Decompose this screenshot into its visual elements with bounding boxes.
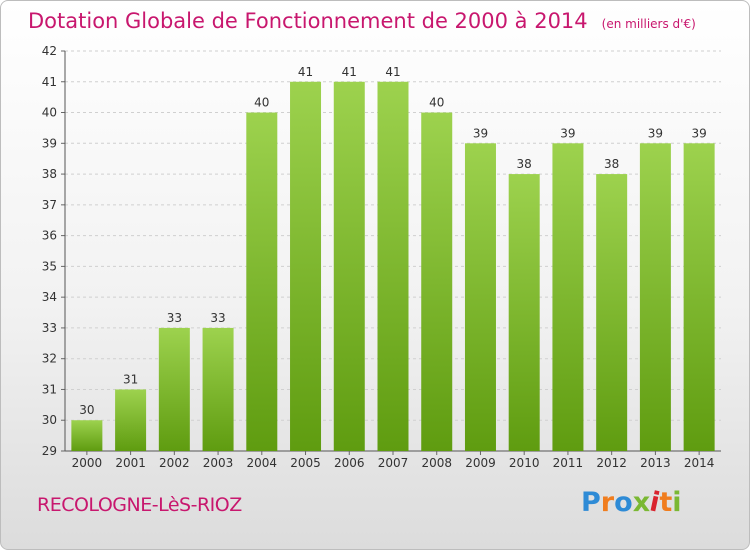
bar-2014 [683, 143, 715, 452]
x-tick-label: 2000 [72, 456, 103, 470]
data-label: 40 [429, 96, 444, 110]
x-tick-label: 2005 [290, 456, 321, 470]
y-tick-label: 29 [42, 444, 57, 458]
y-tick-label: 39 [42, 136, 57, 150]
bar-2003 [202, 327, 234, 451]
y-tick-label: 33 [42, 321, 57, 335]
data-label: 39 [560, 126, 575, 140]
y-tick-label: 30 [42, 413, 57, 427]
x-tick-label: 2001 [115, 456, 146, 470]
bar-2001 [115, 389, 147, 451]
bar-2007 [377, 81, 409, 452]
y-tick-label: 42 [42, 44, 57, 58]
y-tick-label: 36 [42, 229, 57, 243]
logo-letter: r [600, 487, 615, 518]
logo-letter: o [614, 487, 633, 518]
data-label: 33 [210, 311, 225, 325]
bar-2002 [158, 327, 190, 451]
logo-letter: x [632, 487, 651, 518]
logo-letter: P [581, 487, 601, 518]
data-label: 38 [604, 157, 619, 171]
y-tick-label: 34 [42, 290, 57, 304]
x-tick-label: 2008 [421, 456, 452, 470]
x-tick-label: 2012 [596, 456, 627, 470]
data-label: 38 [517, 157, 532, 171]
data-labels: 30 31 33 33 40 41 41 41 40 39 38 39 38 39 39 [79, 65, 707, 417]
data-label: 33 [167, 311, 182, 325]
x-tick-label: 2009 [465, 456, 496, 470]
x-tick-label: 2003 [203, 456, 234, 470]
bar-2000 [71, 420, 103, 451]
data-label: 41 [298, 65, 313, 79]
proxiti-logo[interactable]: Proxiti [581, 486, 682, 518]
logo-letter: i [672, 487, 682, 518]
data-label: 39 [473, 126, 488, 140]
x-tick-label: 2011 [553, 456, 584, 470]
x-tick-label: 2006 [334, 456, 365, 470]
bar-2009 [464, 143, 496, 452]
chart-title: Dotation Globale de Fonctionnement de 20… [28, 9, 696, 33]
y-tick-label: 31 [42, 382, 57, 396]
data-label: 41 [342, 65, 357, 79]
town-name: RECOLOGNE-LèS-RIOZ [37, 494, 242, 516]
data-label: 39 [648, 126, 663, 140]
x-tick-label: 2014 [684, 456, 715, 470]
y-tick-label: 41 [42, 75, 57, 89]
y-tick-label: 38 [42, 167, 57, 181]
data-label: 40 [254, 96, 269, 110]
data-label: 30 [79, 403, 94, 417]
bar-2006 [333, 81, 365, 452]
x-tick-label: 2004 [247, 456, 278, 470]
y-tick-labels: 29 30 31 32 33 34 35 36 37 38 39 40 41 42 [42, 44, 57, 458]
y-tick-label: 35 [42, 259, 57, 273]
y-tick-label: 32 [42, 352, 57, 366]
chart-subtitle: (en milliers d'€) [601, 17, 696, 31]
x-tick-label: 2013 [640, 456, 671, 470]
x-tick-label: 2007 [378, 456, 409, 470]
bar-2010 [508, 174, 540, 452]
bar-2005 [290, 81, 322, 452]
bar-2004 [246, 112, 278, 452]
chart-title-text: Dotation Globale de Fonctionnement de 20… [28, 9, 588, 33]
bars [71, 81, 715, 452]
logo-letter: t [659, 487, 673, 518]
data-label: 31 [123, 372, 138, 386]
bar-2012 [596, 174, 628, 452]
data-label: 41 [385, 65, 400, 79]
x-tick-labels: 2000 2001 2002 2003 2004 2005 2006 2007 2008 2009… [72, 456, 715, 470]
bar-2008 [421, 112, 453, 452]
x-tick-label: 2010 [509, 456, 540, 470]
y-tick-label: 40 [42, 106, 57, 120]
y-tick-label: 37 [42, 198, 57, 212]
bar-2011 [552, 143, 584, 452]
bar-2013 [639, 143, 671, 452]
data-label: 39 [691, 126, 706, 140]
x-tick-label: 2002 [159, 456, 190, 470]
